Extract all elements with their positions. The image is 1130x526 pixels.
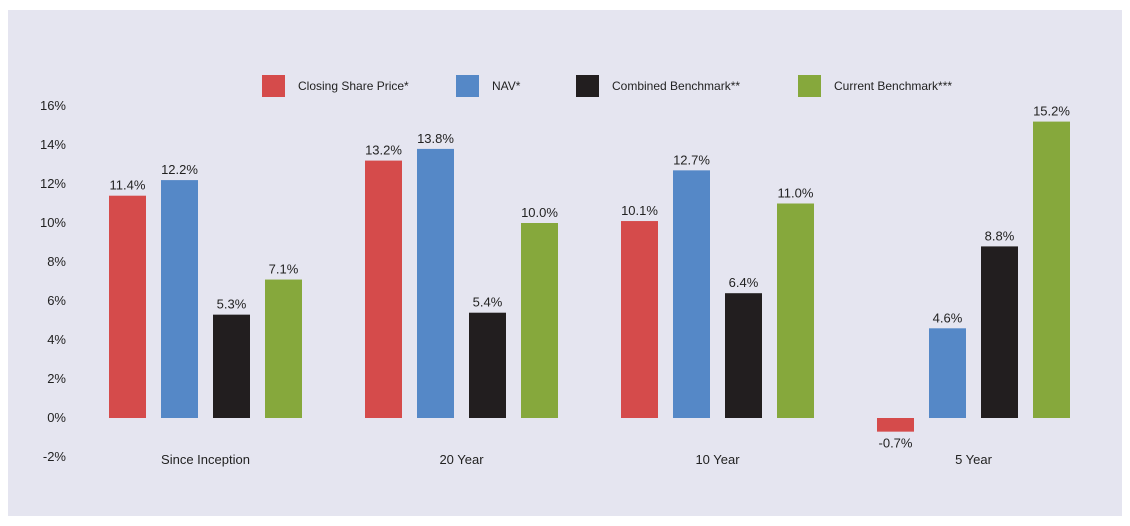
data-label: 11.4%: [110, 178, 146, 193]
category-label: 5 Year: [955, 452, 993, 467]
bar: [1033, 121, 1070, 418]
y-axis: 16% 14% 12% 10% 8% 6% 4% 2% 0% -2%: [40, 98, 66, 464]
performance-bar-chart: Closing Share Price* NAV* Combined Benchma…: [40, 75, 1070, 467]
bar: [621, 221, 658, 418]
bar: [777, 203, 814, 418]
bar: [725, 293, 762, 418]
bar: [265, 279, 302, 418]
legend-label: Combined Benchmark**: [612, 79, 740, 93]
bar: [981, 246, 1018, 418]
y-tick-label: 6%: [47, 293, 66, 308]
data-label: 6.4%: [729, 275, 759, 290]
legend-label: NAV*: [492, 79, 521, 93]
y-tick-label: 14%: [40, 137, 66, 152]
data-label: -0.7%: [879, 436, 913, 451]
data-label: 5.4%: [473, 295, 503, 310]
data-label: 12.7%: [673, 152, 710, 167]
bar: [365, 160, 402, 418]
y-tick-label: 10%: [40, 215, 66, 230]
y-tick-label: 8%: [47, 254, 66, 269]
bar: [877, 418, 914, 432]
bar: [521, 223, 558, 418]
data-label: 13.8%: [417, 131, 454, 146]
bar: [469, 312, 506, 418]
y-tick-label: -2%: [43, 449, 67, 464]
data-label: 7.1%: [269, 262, 299, 277]
y-tick-label: 12%: [40, 176, 66, 191]
data-label: 10.1%: [621, 203, 658, 218]
legend-label: Current Benchmark***: [834, 79, 952, 93]
legend: Closing Share Price* NAV* Combined Benchma…: [262, 75, 952, 97]
y-tick-label: 16%: [40, 98, 66, 113]
y-tick-label: 4%: [47, 332, 66, 347]
chart-panel: Closing Share Price* NAV* Combined Benchma…: [8, 10, 1122, 516]
bar: [673, 170, 710, 418]
bar: [109, 195, 146, 418]
legend-label: Closing Share Price*: [298, 79, 409, 93]
bars: 11.4% 12.2% 5.3% 7.1% 13.2% 13.8% 5.4% 10.0% 10.…: [109, 104, 1070, 451]
legend-swatch: [576, 75, 599, 97]
bar: [417, 148, 454, 418]
legend-swatch: [262, 75, 285, 97]
category-label: Since Inception: [161, 452, 250, 467]
data-label: 12.2%: [161, 162, 198, 177]
bar: [929, 328, 966, 418]
category-label: 20 Year: [439, 452, 484, 467]
data-label: 11.0%: [778, 186, 814, 201]
bar: [161, 180, 198, 418]
legend-swatch: [798, 75, 821, 97]
y-tick-label: 2%: [47, 371, 66, 386]
data-label: 8.8%: [985, 228, 1015, 243]
category-label: 10 Year: [695, 452, 740, 467]
y-tick-label: 0%: [47, 410, 66, 425]
data-label: 13.2%: [365, 143, 402, 158]
data-label: 10.0%: [521, 205, 558, 220]
data-label: 5.3%: [217, 297, 247, 312]
data-label: 15.2%: [1033, 104, 1070, 119]
legend-swatch: [456, 75, 479, 97]
data-label: 4.6%: [933, 310, 963, 325]
x-axis: Since Inception 20 Year 10 Year 5 Year: [161, 452, 993, 467]
bar: [213, 314, 250, 418]
